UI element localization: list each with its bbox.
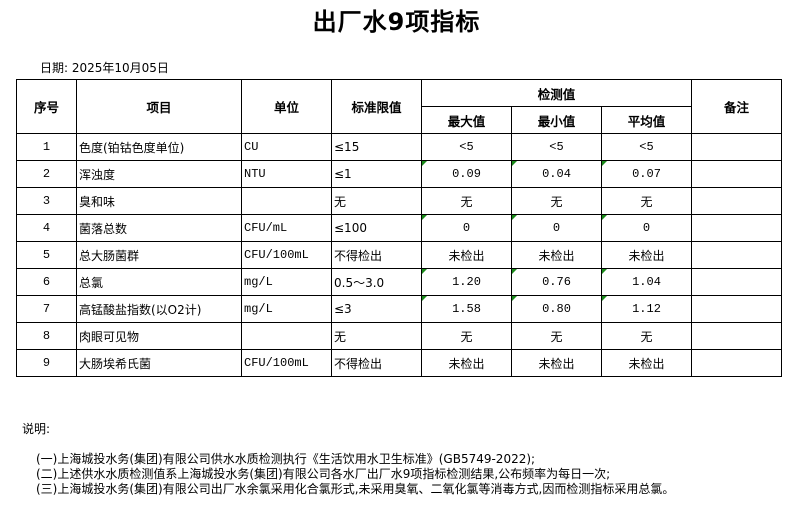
cell-no: 6 [16,268,77,296]
table-row: 4 菌落总数 CFU/mL ≤100 0 0 0 [16,214,782,242]
cell-no: 8 [16,322,77,350]
header-max: 最大值 [421,106,512,134]
cell-max: 1.20 [421,268,512,296]
header-avg: 平均值 [601,106,692,134]
cell-item: 大肠埃希氏菌 [76,349,242,377]
cell-unit: CU [241,133,332,161]
note-item: (二)上述供水水质检测值系上海城投水务(集团)有限公司各水厂出厂水9项指标检测结… [36,467,611,481]
cell-min: 0.04 [511,160,602,188]
cell-avg: <5 [601,133,692,161]
cell-no: 7 [16,295,77,323]
cell-max: 0 [421,214,512,242]
cell-remark [691,133,782,161]
cell-limit: ≤100 [331,214,422,242]
cell-max: 0.09 [421,160,512,188]
cell-item: 总大肠菌群 [76,241,242,269]
header-remark: 备注 [691,79,782,134]
header-detect: 检测值 [421,79,692,107]
cell-no: 5 [16,241,77,269]
table-row: 5 总大肠菌群 CFU/100mL 不得检出 未检出 未检出 未检出 [16,241,782,269]
cell-limit: 无 [331,187,422,215]
cell-unit [241,187,332,215]
cell-item: 色度(铂钴色度单位) [76,133,242,161]
cell-no: 4 [16,214,77,242]
table-row: 1 色度(铂钴色度单位) CU ≤15 <5 <5 <5 [16,133,782,161]
cell-remark [691,214,782,242]
cell-unit: mg/L [241,268,332,296]
cell-unit: NTU [241,160,332,188]
cell-max: 1.58 [421,295,512,323]
cell-min: 0.80 [511,295,602,323]
cell-max: 无 [421,187,512,215]
cell-remark [691,268,782,296]
cell-max: 未检出 [421,241,512,269]
cell-avg: 1.04 [601,268,692,296]
cell-min: 无 [511,187,602,215]
cell-no: 9 [16,349,77,377]
cell-max: <5 [421,133,512,161]
cell-avg: 1.12 [601,295,692,323]
page-title: 出厂水9项指标 [312,8,481,36]
cell-unit: CFU/100mL [241,349,332,377]
cell-min: <5 [511,133,602,161]
note-item: (一)上海城投水务(集团)有限公司供水水质检测执行《生活饮用水卫生标准》(GB5… [36,452,536,466]
cell-remark [691,187,782,215]
notes: 说明: (一)上海城投水务(集团)有限公司供水水质检测执行《生活饮用水卫生标准》… [22,422,674,497]
cell-limit: 无 [331,322,422,350]
cell-avg: 未检出 [601,349,692,377]
cell-unit: CFU/100mL [241,241,332,269]
header-no: 序号 [16,79,77,134]
cell-item: 菌落总数 [76,214,242,242]
table-row: 6 总氯 mg/L 0.5～3.0 1.20 0.76 1.04 [16,268,782,296]
cell-limit: 不得检出 [331,349,422,377]
table-row: 7 高锰酸盐指数(以O2计) mg/L ≤3 1.58 0.80 1.12 [16,295,782,323]
cell-unit: CFU/mL [241,214,332,242]
cell-remark [691,241,782,269]
cell-item: 浑浊度 [76,160,242,188]
cell-min: 0 [511,214,602,242]
cell-remark [691,295,782,323]
cell-item: 肉眼可见物 [76,322,242,350]
header-item: 项目 [76,79,242,134]
cell-no: 1 [16,133,77,161]
cell-remark [691,160,782,188]
cell-item: 臭和味 [76,187,242,215]
water-quality-table: 序号 项目 单位 标准限值 检测值 备注 最大值 最小值 平均值 1 色度(铂钴色… [16,79,782,377]
header-unit: 单位 [241,79,332,134]
cell-limit: 不得检出 [331,241,422,269]
cell-limit: ≤3 [331,295,422,323]
cell-unit [241,322,332,350]
header-limit: 标准限值 [331,79,422,134]
cell-avg: 0.07 [601,160,692,188]
header-min: 最小值 [511,106,602,134]
cell-no: 3 [16,187,77,215]
report-date: 日期: 2025年10月05日 [40,61,169,75]
cell-min: 无 [511,322,602,350]
cell-item: 总氯 [76,268,242,296]
cell-avg: 0 [601,214,692,242]
cell-unit: mg/L [241,295,332,323]
note-item: (三)上海城投水务(集团)有限公司出厂水余氯采用化合氯形式,未采用臭氧、二氧化氯… [36,482,675,496]
cell-remark [691,349,782,377]
cell-max: 未检出 [421,349,512,377]
notes-label: 说明: [22,422,51,436]
cell-limit: 0.5～3.0 [331,268,422,296]
cell-avg: 未检出 [601,241,692,269]
table-row: 9 大肠埃希氏菌 CFU/100mL 不得检出 未检出 未检出 未检出 [16,349,782,377]
cell-min: 未检出 [511,241,602,269]
cell-max: 无 [421,322,512,350]
cell-avg: 无 [601,187,692,215]
cell-remark [691,322,782,350]
cell-limit: ≤15 [331,133,422,161]
cell-min: 0.76 [511,268,602,296]
cell-item: 高锰酸盐指数(以O2计) [76,295,242,323]
cell-limit: ≤1 [331,160,422,188]
cell-avg: 无 [601,322,692,350]
table-row: 2 浑浊度 NTU ≤1 0.09 0.04 0.07 [16,160,782,188]
cell-no: 2 [16,160,77,188]
table-row: 3 臭和味无无无无 [16,187,782,215]
cell-min: 未检出 [511,349,602,377]
table-row: 8 肉眼可见物无无无无 [16,322,782,350]
